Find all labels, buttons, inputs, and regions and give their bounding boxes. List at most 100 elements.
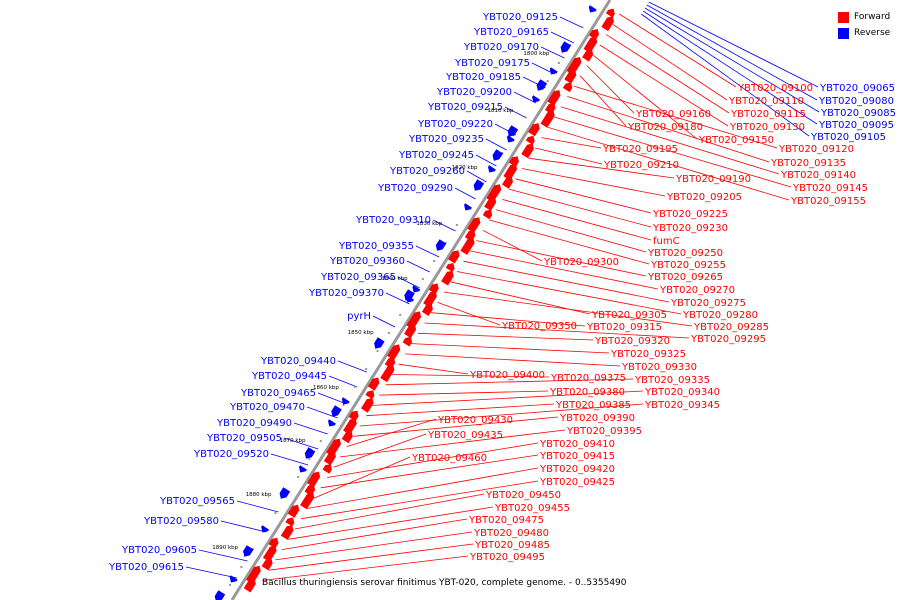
forward-gene-label-ybt020-09150: YBT020_09150 <box>698 135 774 146</box>
forward-gene-label-ybt020-09270: YBT020_09270 <box>659 285 735 296</box>
reverse-gene-label-ybt020-09505: YBT020_09505 <box>206 433 282 444</box>
axis-tick-label: 1880 kbp <box>246 492 272 498</box>
forward-leader-line <box>534 147 603 165</box>
forward-gene-arrow <box>525 135 535 145</box>
forward-gene-label-ybt020-09380: YBT020_09380 <box>549 387 625 398</box>
forward-gene-label-ybt020-09410: YBT020_09410 <box>539 439 615 450</box>
forward-gene-label-ybt020-09225: YBT020_09225 <box>652 209 728 220</box>
forward-leader-line <box>495 209 647 253</box>
reverse-leader-line <box>406 260 430 273</box>
forward-gene-label-ybt020-09230: YBT020_09230 <box>652 223 728 234</box>
forward-gene-label-ybt020-09425: YBT020_09425 <box>539 477 615 488</box>
genome-caption: Bacillus thuringiensis serovar finitimus… <box>262 578 627 588</box>
forward-leader-line <box>469 250 659 290</box>
legend-item-reverse: Reverse <box>838 25 890 41</box>
reverse-gene-label-ybt020-09490: YBT020_09490 <box>216 418 292 429</box>
forward-gene-label-ybt020-09375: YBT020_09375 <box>550 373 626 384</box>
forward-leader-line <box>333 433 427 468</box>
forward-gene-label-ybt020-09475: YBT020_09475 <box>468 515 544 526</box>
reverse-gene-arrow <box>214 590 226 600</box>
forward-gene-arrow <box>448 250 460 264</box>
reverse-gene-arrow <box>412 285 421 293</box>
axis-tick-label: 1890 kbp <box>212 545 238 551</box>
forward-leader-line <box>281 518 468 550</box>
forward-gene-arrow <box>341 430 353 444</box>
reverse-leader-line <box>644 7 820 113</box>
forward-gene-label-ybt020-09325: YBT020_09325 <box>610 349 686 360</box>
forward-gene-arrow <box>562 82 573 93</box>
legend-label-forward: Forward <box>854 12 891 22</box>
reverse-gene-label-ybt020-09200: YBT020_09200 <box>436 87 512 98</box>
reverse-gene-label-ybt020-09220: YBT020_09220 <box>417 119 493 130</box>
forward-gene-label-ybt020-09135: YBT020_09135 <box>770 158 846 169</box>
forward-leader-line <box>379 390 549 396</box>
forward-leader-line <box>463 260 670 303</box>
forward-gene-label-ybt020-09320: YBT020_09320 <box>594 336 670 347</box>
reverse-gene-arrow <box>532 95 540 103</box>
forward-gene-arrow <box>387 344 401 361</box>
forward-gene-arrow <box>261 558 273 571</box>
reverse-gene-arrow <box>473 179 485 191</box>
forward-leader-line <box>605 34 730 114</box>
legend-label-reverse: Reverse <box>854 28 891 38</box>
forward-gene-label-ybt020-09100: YBT020_09100 <box>737 83 813 94</box>
axis-tick-label: 1800 kbp <box>523 51 549 57</box>
forward-gene-arrow <box>460 237 475 255</box>
forward-gene-arrow <box>365 390 375 400</box>
reverse-leader-line <box>466 170 487 183</box>
forward-gene-arrow <box>564 69 577 84</box>
reverse-leader-line <box>648 1 819 88</box>
forward-gene-label-ybt020-09195: YBT020_09195 <box>602 144 678 155</box>
reverse-leader-line <box>640 13 810 137</box>
forward-leader-line <box>456 271 682 315</box>
forward-gene-label-ybt020-09305: YBT020_09305 <box>591 310 667 321</box>
forward-gene-arrow <box>326 438 341 457</box>
reverse-leader-line <box>642 10 818 125</box>
forward-gene-label-ybt020-09115: YBT020_09115 <box>730 109 806 120</box>
forward-leader-line <box>560 106 780 175</box>
forward-gene-label-ybt020-09120: YBT020_09120 <box>778 144 854 155</box>
axis-guide-dot <box>365 368 368 370</box>
forward-gene-label-ybt020-09140: YBT020_09140 <box>780 170 856 181</box>
forward-gene-arrow <box>582 49 594 62</box>
axis-guide-dot <box>229 584 232 586</box>
reverse-gene-arrow <box>299 465 307 473</box>
forward-gene-arrow <box>380 364 395 383</box>
forward-gene-label-ybt020-09350: YBT020_09350 <box>501 321 577 332</box>
forward-gene-arrow <box>566 57 582 76</box>
forward-gene-label-ybt020-09205: YBT020_09205 <box>666 192 742 203</box>
forward-leader-line <box>405 353 621 367</box>
forward-gene-label-ybt020-09420: YBT020_09420 <box>539 464 615 475</box>
forward-gene-label-ybt020-09330: YBT020_09330 <box>621 362 697 373</box>
forward-gene-arrow <box>246 565 261 584</box>
forward-leader-line <box>346 418 437 447</box>
forward-gene-arrow <box>323 451 336 466</box>
forward-leader-line <box>366 403 555 417</box>
forward-gene-label-ybt020-09285: YBT020_09285 <box>693 322 769 333</box>
forward-gene-arrow <box>307 471 321 488</box>
forward-gene-arrow <box>367 377 380 391</box>
reverse-gene-label-ybt020-09215: YBT020_09215 <box>427 102 503 113</box>
axis-guide-dot <box>399 314 402 316</box>
forward-gene-arrow <box>287 504 300 518</box>
forward-gene-arrow <box>423 291 437 308</box>
forward-leader-line <box>385 378 634 386</box>
reverse-swatch <box>838 27 849 39</box>
forward-gene-label-ybt020-09130: YBT020_09130 <box>729 122 805 133</box>
reverse-gene-label-ybt020-09065: YBT020_09065 <box>819 83 895 94</box>
forward-gene-arrow <box>486 184 502 203</box>
reverse-gene-arrow <box>536 79 548 91</box>
forward-gene-label-ybt020-09415: YBT020_09415 <box>539 451 615 462</box>
forward-leader-line <box>586 65 635 114</box>
reverse-gene-label-ybt020-09360: YBT020_09360 <box>329 256 405 267</box>
reverse-leader-line <box>317 392 347 405</box>
reverse-gene-label-ybt020-09185: YBT020_09185 <box>445 72 521 83</box>
reverse-gene-label-ybt020-09615: YBT020_09615 <box>108 562 184 573</box>
forward-gene-label-ybt020-09295: YBT020_09295 <box>690 334 766 345</box>
reverse-leader-line <box>185 566 237 579</box>
reverse-gene-arrow <box>560 41 572 53</box>
axis-guide-dot <box>240 566 243 568</box>
reverse-leader-line <box>283 437 319 450</box>
forward-gene-label-ybt020-09335: YBT020_09335 <box>634 375 710 386</box>
